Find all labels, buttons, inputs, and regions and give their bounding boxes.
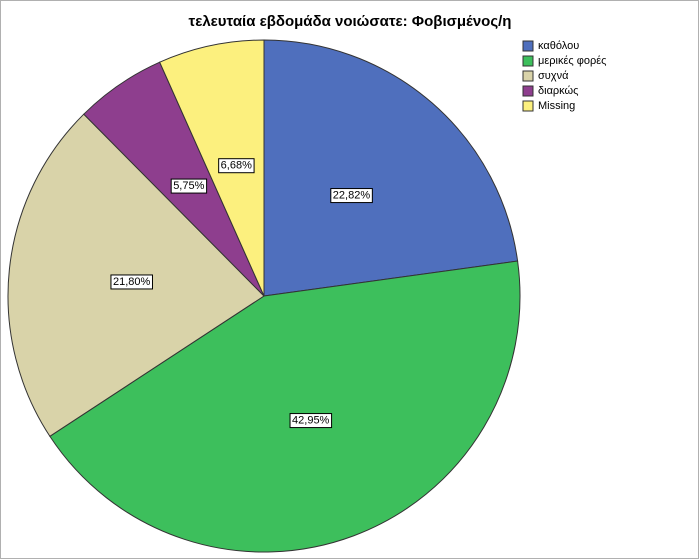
data-label-box	[110, 274, 153, 290]
data-label-box	[170, 178, 208, 194]
data-label-box	[218, 158, 255, 174]
data-label: 5,75%	[173, 180, 204, 192]
legend-swatch	[522, 40, 534, 52]
data-label: 6,68%	[221, 160, 252, 172]
data-label-box	[289, 413, 333, 429]
legend-swatch	[522, 85, 534, 97]
pie-slice	[159, 39, 265, 297]
pie-slice	[49, 260, 521, 553]
legend-swatch	[522, 100, 534, 112]
legend-label: Missing	[538, 100, 575, 112]
legend-swatch	[522, 55, 534, 67]
data-label: 42,95%	[292, 415, 330, 427]
legend-swatch	[522, 70, 534, 82]
chart-title: τελευταία εβδομάδα νοιώσατε: Φοβισμένος/…	[189, 13, 512, 30]
pie-slice	[263, 39, 519, 297]
data-label: 21,80%	[113, 276, 151, 288]
legend-label: καθόλου	[538, 40, 579, 52]
legend-label: συχνά	[538, 70, 569, 82]
data-label: 22,82%	[333, 190, 371, 202]
legend-label: διαρκώς	[538, 85, 578, 97]
data-label-box	[330, 188, 373, 204]
legend-label: μερικές φορές	[538, 55, 606, 67]
